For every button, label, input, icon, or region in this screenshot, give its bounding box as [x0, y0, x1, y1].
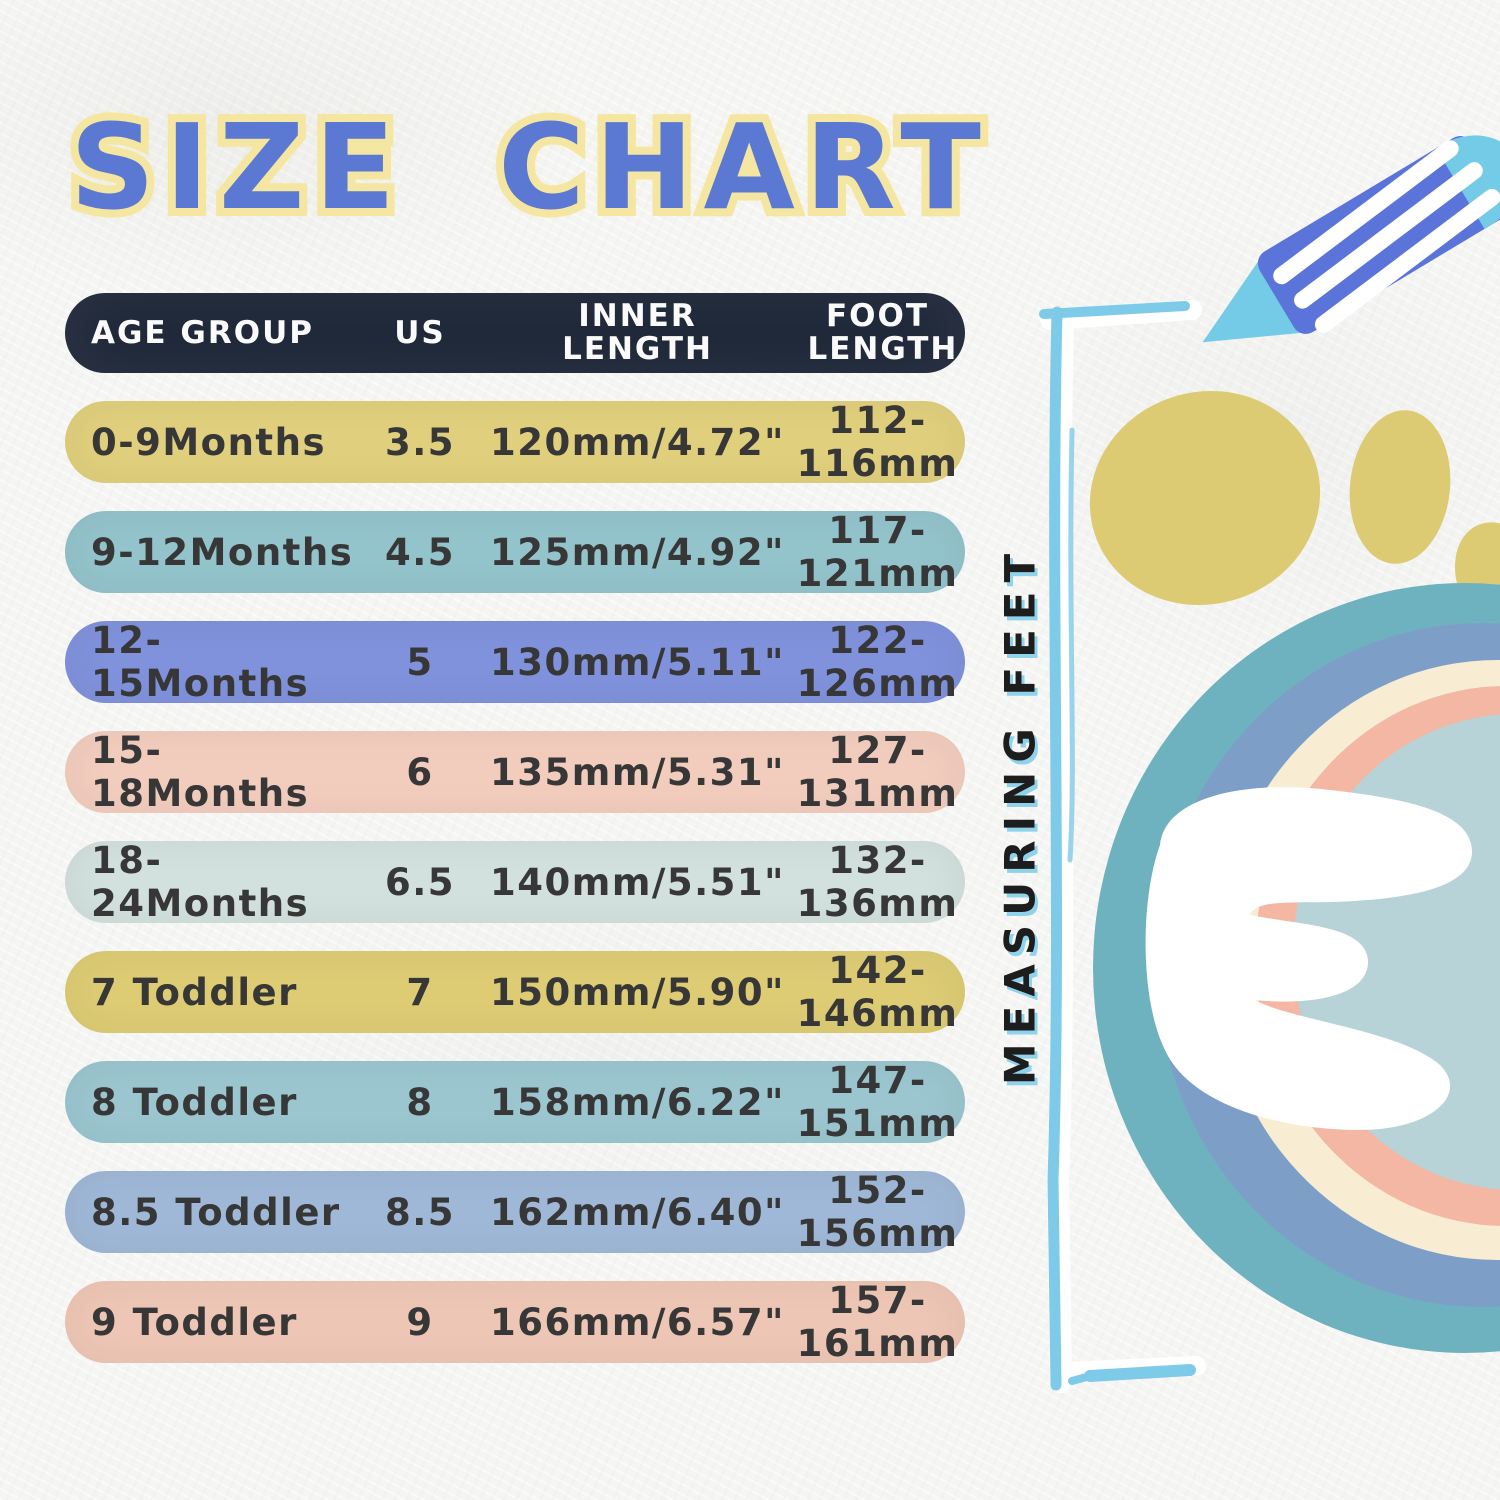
ruler-sketch-line — [1039, 300, 1206, 1393]
cell-inner-length: 150mm/5.90" — [490, 970, 785, 1014]
table-row: 7 Toddler 7 150mm/5.90" 142-146mm — [65, 949, 965, 1035]
big-toe-shape — [1089, 391, 1321, 605]
cell-age-group: 18-24Months — [91, 839, 310, 925]
cell-age-group: 8.5 Toddler — [91, 1190, 341, 1234]
cell-age-group: 9 Toddler — [91, 1300, 298, 1344]
cell-age-group: 8 Toddler — [91, 1080, 298, 1124]
cell-us-size: 7 — [406, 970, 434, 1014]
cell-us-size: 4.5 — [384, 530, 456, 574]
measuring-feet-label: MEASURING FEET — [995, 544, 1045, 1086]
cell-age-group: 0-9Months — [91, 420, 326, 464]
table-header-row: AGE GROUP US INNER LENGTH FOOT LENGTH — [65, 293, 965, 373]
cell-us-size: 8.5 — [384, 1190, 456, 1234]
table-row: 9 Toddler 9 166mm/6.57" 157-161mm — [65, 1279, 965, 1365]
cell-foot-length: 157-161mm — [796, 1279, 959, 1365]
cell-inner-length: 125mm/4.92" — [490, 530, 785, 574]
cell-foot-length: 132-136mm — [796, 839, 959, 925]
table-row: 18-24Months 6.5 140mm/5.51" 132-136mm — [65, 839, 965, 925]
cell-foot-length: 122-126mm — [796, 619, 959, 705]
sole-ring-outer — [1093, 583, 1500, 1353]
cell-inner-length: 158mm/6.22" — [490, 1080, 785, 1124]
cell-foot-length: 112-116mm — [796, 399, 959, 485]
cell-foot-length: 127-131mm — [796, 729, 959, 815]
cell-age-group: 9-12Months — [91, 530, 354, 574]
cell-age-group: 7 Toddler — [91, 970, 298, 1014]
size-table-rows: 0-9Months 3.5 120mm/4.72" 112-116mm 9-12… — [65, 399, 965, 1365]
cell-age-group: 15-18Months — [91, 729, 310, 815]
cell-inner-length: 130mm/5.11" — [490, 640, 785, 684]
cell-us-size: 6 — [406, 750, 434, 794]
column-header-inner-length: INNER LENGTH — [562, 297, 713, 367]
cell-inner-length: 166mm/6.57" — [490, 1300, 785, 1344]
cell-foot-length: 142-146mm — [796, 949, 959, 1035]
cell-inner-length: 162mm/6.40" — [490, 1190, 785, 1234]
sole-ring-blue — [1156, 623, 1500, 1307]
cell-foot-length: 152-156mm — [796, 1169, 959, 1255]
table-row: 8.5 Toddler 8.5 162mm/6.40" 152-156mm — [65, 1169, 965, 1255]
toe-shape — [1349, 410, 1451, 564]
cell-us-size: 5 — [406, 640, 434, 684]
column-header-us: US — [394, 315, 446, 351]
column-header-foot-length: FOOT LENGTH — [807, 297, 959, 367]
table-row: 8 Toddler 8 158mm/6.22" 147-151mm — [65, 1059, 965, 1145]
cell-foot-length: 117-121mm — [796, 509, 959, 595]
cell-foot-length: 147-151mm — [796, 1059, 959, 1145]
sole-ring-cream — [1216, 660, 1500, 1260]
pencil-icon — [1202, 135, 1500, 343]
page-title: SIZE CHART — [62, 90, 991, 244]
cell-inner-length: 140mm/5.51" — [490, 860, 785, 904]
size-chart-table: AGE GROUP US INNER LENGTH FOOT LENGTH 0-… — [65, 293, 965, 1365]
sole-ring-center — [1293, 714, 1500, 1190]
sole-ring-salmon — [1255, 686, 1500, 1226]
table-row: 9-12Months 4.5 125mm/4.92" 117-121mm — [65, 509, 965, 595]
table-row: 12-15Months 5 130mm/5.11" 122-126mm — [65, 619, 965, 705]
cell-us-size: 3.5 — [384, 420, 456, 464]
table-row: 0-9Months 3.5 120mm/4.72" 112-116mm — [65, 399, 965, 485]
cell-inner-length: 135mm/5.31" — [490, 750, 785, 794]
cell-us-size: 6.5 — [384, 860, 456, 904]
cell-us-size: 8 — [406, 1080, 434, 1124]
cell-inner-length: 120mm/4.72" — [490, 420, 785, 464]
foot-illustration-icon — [1089, 391, 1500, 1353]
cell-age-group: 12-15Months — [91, 619, 310, 705]
toe-shape — [1454, 522, 1500, 638]
footprint-white-shape — [1145, 787, 1473, 1130]
table-row: 15-18Months 6 135mm/5.31" 127-131mm — [65, 729, 965, 815]
column-header-age-group: AGE GROUP — [91, 315, 314, 351]
cell-us-size: 9 — [406, 1300, 434, 1344]
